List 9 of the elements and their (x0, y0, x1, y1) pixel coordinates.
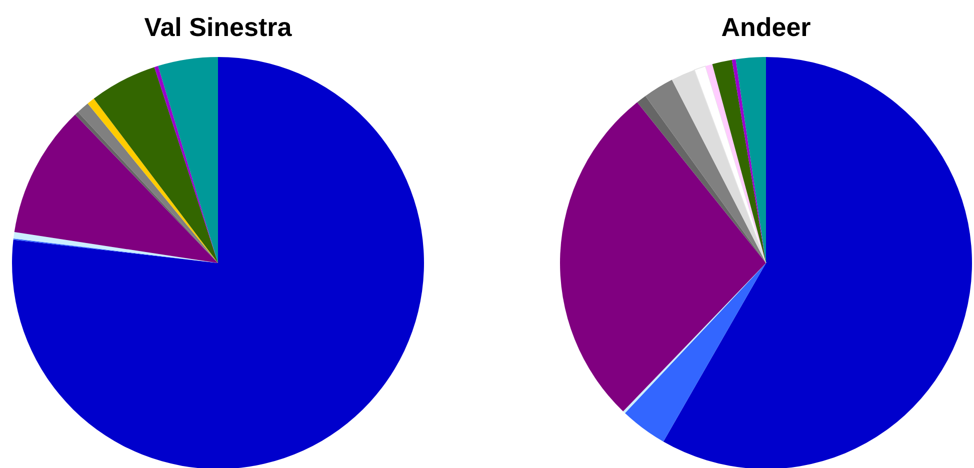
chart-title: Andeer (721, 12, 811, 42)
pie-slice (14, 114, 218, 263)
chart-title: Val Sinestra (144, 12, 292, 42)
pie-slice (12, 57, 424, 468)
pie-slice (13, 232, 218, 263)
pie-slice (94, 67, 218, 263)
pie-slice (560, 102, 766, 412)
pie-slice (663, 57, 972, 468)
pie-slice (624, 263, 766, 442)
